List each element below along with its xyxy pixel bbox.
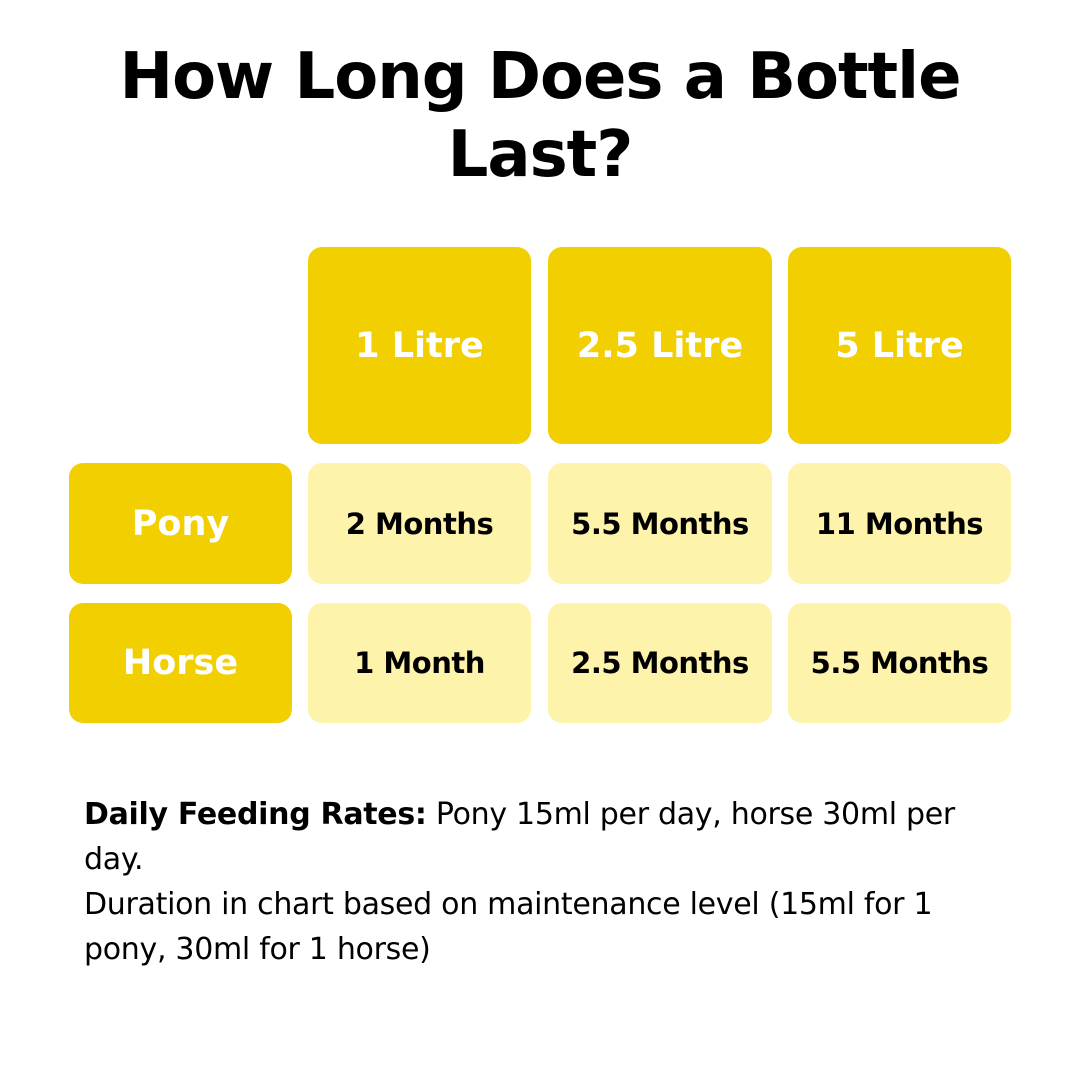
column-header-5-litre: 5 Litre: [788, 247, 1011, 444]
row-header-pony: Pony: [69, 463, 292, 584]
table-cell: 5.5 Months: [548, 463, 772, 584]
feeding-rates-note: Daily Feeding Rates: Pony 15ml per day, …: [84, 792, 984, 882]
column-header-2-5-litre: 2.5 Litre: [548, 247, 772, 444]
table-cell: 2 Months: [308, 463, 531, 584]
table-cell: 11 Months: [788, 463, 1011, 584]
page-title: How Long Does a Bottle Last?: [119, 40, 962, 192]
column-header-1-litre: 1 Litre: [308, 247, 531, 444]
table-cell: 1 Month: [308, 603, 531, 723]
feeding-notes: Daily Feeding Rates: Pony 15ml per day, …: [84, 792, 984, 972]
table-cell: 5.5 Months: [788, 603, 1011, 723]
duration-note: Duration in chart based on maintenance l…: [84, 887, 933, 967]
feeding-rates-label: Daily Feeding Rates:: [84, 797, 427, 832]
feeding-rates-text: Pony 15ml per day, horse 30ml per day.: [84, 797, 955, 877]
row-header-horse: Horse: [69, 603, 292, 723]
table-cell: 2.5 Months: [548, 603, 772, 723]
